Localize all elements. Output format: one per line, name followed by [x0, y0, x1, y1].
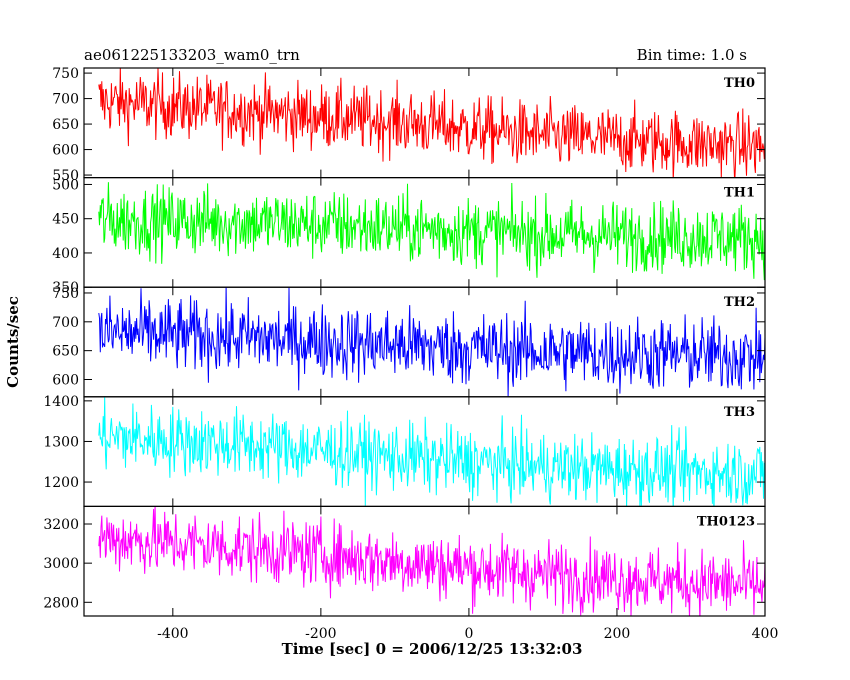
series-th0-line: [98, 68, 765, 178]
x-tick-label: 0: [464, 626, 473, 642]
x-axis: -400 -200 0 200 400: [157, 626, 778, 642]
series-th1-line: [98, 182, 765, 281]
y-tick-label: 400: [52, 246, 79, 262]
panel-label-th3: TH3: [724, 405, 755, 420]
series-th2-line: [98, 287, 765, 397]
y-tick-label: 2800: [43, 595, 79, 611]
figure-title: ae061225133203_wam0_trn: [84, 46, 300, 64]
panels-group: 550 600 650 700 750 TH0 350 400 450 500 TH1 600 650 7…: [43, 66, 766, 617]
y-tick-label: 350: [52, 280, 79, 296]
y-tick-label: 750: [52, 66, 79, 82]
y-tick-label: 1300: [43, 434, 79, 450]
panel-th2: 600 650 700 750 TH2: [52, 286, 766, 398]
panel-label-th2: TH2: [724, 295, 755, 310]
y-tick-label: 450: [52, 212, 79, 228]
panel-th0: 550 600 650 700 750 TH0: [52, 66, 766, 184]
x-axis-title: Time [sec] 0 = 2006/12/25 13:32:03: [282, 640, 583, 658]
x-tick-label: 200: [604, 626, 631, 642]
bin-time-label: Bin time: 1.0 s: [637, 46, 747, 64]
y-tick-label: 650: [52, 344, 79, 360]
series-th0123-line: [98, 506, 765, 616]
panel-th1: 350 400 450 500 TH1: [52, 177, 766, 296]
y-tick-label: 500: [52, 177, 79, 193]
y-tick-label: 600: [52, 372, 79, 388]
y-axis-title: Counts/sec: [4, 296, 22, 388]
panel-th3: 1200 1300 1400 TH3: [43, 394, 766, 507]
y-tick-label: 3200: [43, 517, 79, 533]
y-tick-label: 700: [52, 92, 79, 108]
y-tick-label: 3000: [43, 556, 79, 572]
y-tick-label: 1400: [43, 394, 79, 410]
x-tick-label: 400: [752, 626, 779, 642]
panel-th0123: 2800 3000 3200 TH0123: [43, 505, 766, 617]
y-tick-label: 1200: [43, 475, 79, 491]
panel-label-th0123: TH0123: [697, 514, 755, 529]
y-tick-label: 550: [52, 168, 79, 184]
y-tick-label: 600: [52, 143, 79, 159]
x-tick-label: -400: [157, 626, 188, 642]
panel-label-th1: TH1: [724, 186, 755, 201]
y-tick-label: 650: [52, 117, 79, 133]
x-tick-label: -200: [305, 626, 336, 642]
y-tick-label: 700: [52, 315, 79, 331]
panel-frame: [83, 505, 766, 617]
series-th3-line: [98, 397, 765, 507]
panel-label-th0: TH0: [724, 76, 755, 91]
y-tick-label: 750: [52, 286, 79, 302]
